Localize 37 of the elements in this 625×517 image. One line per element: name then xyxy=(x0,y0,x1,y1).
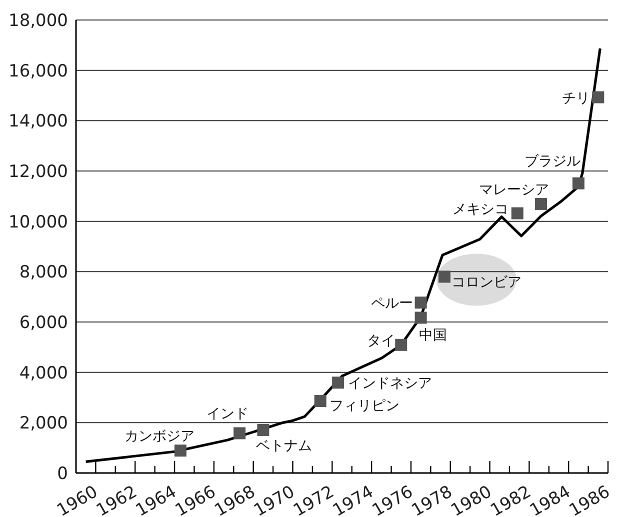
y-tick-label: 2,000 xyxy=(19,414,68,434)
y-tick-label: 0 xyxy=(57,464,68,484)
y-tick-label: 10,000 xyxy=(8,212,68,232)
point xyxy=(414,296,427,309)
y-tick-label: 6,000 xyxy=(19,313,68,334)
point xyxy=(314,395,326,408)
point xyxy=(414,312,427,324)
y-tick-label: 16,000 xyxy=(8,61,68,82)
y-tick-label: 14,000 xyxy=(8,112,68,132)
annotation: コロンビア xyxy=(451,274,522,291)
annotation: カンボジア xyxy=(124,428,194,445)
annotation: タイ xyxy=(367,332,396,349)
annotation: チリ xyxy=(562,90,590,106)
point xyxy=(257,424,270,436)
point xyxy=(438,270,450,283)
y-tick-label: 8,000 xyxy=(19,262,68,283)
point xyxy=(535,198,548,210)
point xyxy=(572,177,584,190)
y-tick-label: 12,000 xyxy=(8,162,68,182)
annotation: インドネシア xyxy=(348,376,432,392)
point xyxy=(395,338,408,351)
annotation: ベトナム xyxy=(256,438,312,454)
point xyxy=(511,207,524,220)
y-tick-label: 18,000 xyxy=(8,11,68,32)
annotation: ペルー xyxy=(370,296,413,312)
annotation: マレーシア xyxy=(479,182,550,198)
point xyxy=(332,376,344,389)
point xyxy=(592,91,604,104)
annotation: ブラジル xyxy=(524,153,580,170)
annotation: インド xyxy=(206,406,249,422)
point xyxy=(234,427,246,440)
annotation: 中国 xyxy=(418,328,447,344)
point xyxy=(174,444,186,457)
y-tick-label: 4,000 xyxy=(19,363,68,384)
annotation: メキシコ xyxy=(452,201,508,218)
line-series xyxy=(84,47,602,463)
annotation: フィリピン xyxy=(329,398,400,414)
